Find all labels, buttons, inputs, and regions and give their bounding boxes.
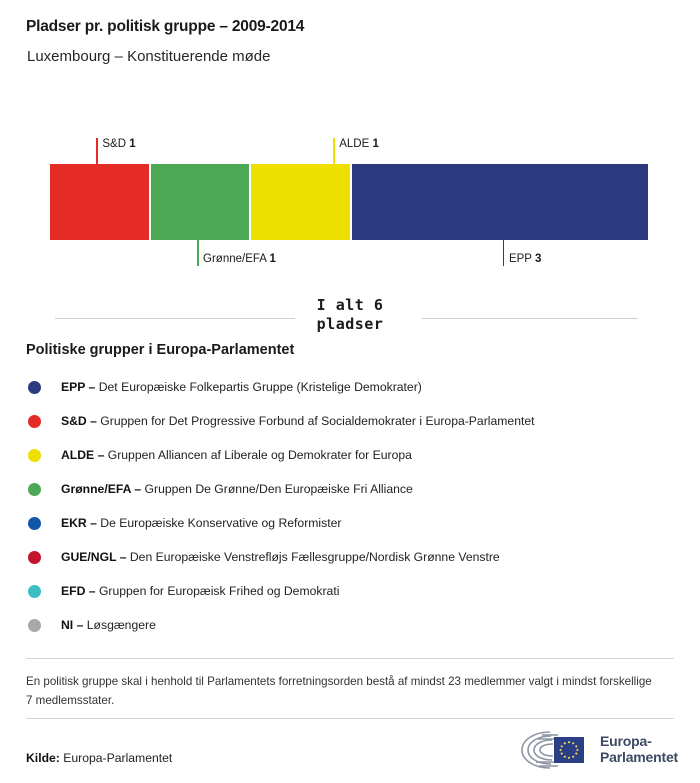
callout-seat-count: 1 [372, 138, 379, 150]
legend-item-description: Det Europæiske Folkepartis Gruppe (Krist… [98, 379, 422, 394]
bar-segment-gr-nne-efa[interactable] [150, 164, 250, 240]
europarl-logo: Europa- Parlamentet [520, 727, 678, 773]
legend-color-dot-icon [28, 516, 41, 530]
legend-color-dot-icon [28, 550, 41, 564]
callout-tick [333, 138, 335, 164]
page-subtitle: Luxembourg – Konstituerende møde [27, 48, 271, 65]
callout-tick [96, 138, 98, 164]
legend-item-label: EFD – Gruppen for Europæisk Frihed og De… [61, 584, 339, 599]
footer-divider [26, 718, 674, 719]
total-seats-line2: pladser [316, 315, 384, 333]
legend-item-description: Gruppen for Det Progressive Forbund af S… [100, 413, 535, 428]
europarl-logo-mark [520, 729, 592, 771]
legend-color-dot-icon [28, 584, 41, 598]
legend-item-abbr: ALDE – [61, 447, 108, 462]
legend-item-abbr: EKR – [61, 515, 101, 530]
legend-list: EPP – Det Europæiske Folkepartis Gruppe … [26, 370, 676, 642]
callout-tick [197, 240, 199, 266]
legend-color-dot-icon [28, 618, 41, 632]
legend-item-label: GUE/NGL – Den Europæiske Venstrefløjs Fæ… [61, 550, 500, 565]
europarl-emblem-icon [521, 731, 585, 769]
callout-seat-count: 1 [269, 252, 276, 265]
legend-item-epp[interactable]: EPP – Det Europæiske Folkepartis Gruppe … [26, 370, 676, 404]
callout-tick [502, 240, 505, 266]
legend-item-ni[interactable]: NI – Løsgængere [26, 608, 676, 642]
legend-item-label: S&D – Gruppen for Det Progressive Forbun… [61, 414, 535, 429]
legend-item-description: Løsgængere [86, 617, 156, 632]
legend-color-dot-icon [28, 482, 41, 496]
bar-segment-epp[interactable] [351, 164, 648, 240]
callout-label: ALDE 1 [339, 138, 379, 151]
footnote-text: En politisk gruppe skal i henhold til Pa… [26, 675, 652, 708]
europarl-logo-line1: Europa- [600, 733, 652, 750]
legend-item-description: Gruppen De Grønne/Den Europæiske Fri All… [144, 481, 413, 496]
footnote-divider-top [26, 658, 674, 659]
legend-color-dot-icon [28, 448, 41, 462]
legend-item-description: Den Europæiske Venstrefløjs Fællesgruppe… [129, 549, 500, 564]
legend-item-description: De Europæiske Konservative og Reformiste… [100, 515, 342, 530]
legend-item-grønneefa[interactable]: Grønne/EFA – Gruppen De Grønne/Den Europ… [26, 472, 676, 506]
callout-label: EPP 3 [508, 252, 542, 266]
legend-item-label: NI – Løsgængere [61, 618, 156, 633]
seats-stacked-bar-chart: S&D 1 Grønne/EFA 1 ALDE 1 EPP 3 [0, 125, 700, 270]
legend-item-label: ALDE – Gruppen Alliancen af Liberale og … [61, 448, 412, 463]
europarl-logo-line2: Parlamentet [600, 749, 678, 765]
callout-label: Grønne/EFA 1 [203, 252, 276, 266]
callout-group-name: S&D [102, 138, 130, 150]
legend-item-label: EKR – De Europæiske Konservative og Refo… [61, 516, 341, 531]
callout-seat-count: 3 [534, 252, 542, 265]
callout-group-name: Grønne/EFA [203, 252, 270, 265]
legend-item-ekr[interactable]: EKR – De Europæiske Konservative og Refo… [26, 506, 676, 540]
callout-seat-count: 1 [129, 138, 136, 150]
legend-item-label: Grønne/EFA – Gruppen De Grønne/Den Europ… [61, 482, 413, 497]
source-value: Europa-Parlamentet [63, 751, 173, 765]
legend-item-sd[interactable]: S&D – Gruppen for Det Progressive Forbun… [26, 404, 676, 438]
legend-item-abbr: S&D – [61, 413, 101, 428]
bar-track [50, 164, 648, 240]
source-label: Kilde: [26, 751, 60, 765]
legend-item-alde[interactable]: ALDE – Gruppen Alliancen af Liberale og … [26, 438, 676, 472]
total-seats-row: I alt 6 pladser [0, 296, 700, 338]
legend-item-abbr: EFD – [61, 583, 99, 598]
source-line: Kilde: Europa-Parlamentet [26, 751, 172, 765]
legend-item-efd[interactable]: EFD – Gruppen for Europæisk Frihed og De… [26, 574, 676, 608]
callout-group-name: ALDE [339, 138, 373, 150]
legend-item-abbr: EPP – [61, 379, 99, 394]
legend-color-dot-icon [28, 380, 41, 394]
page-title: Pladser pr. politisk gruppe – 2009-2014 [26, 18, 305, 35]
callout-label: S&D 1 [102, 138, 136, 151]
total-divider-left [55, 318, 295, 319]
total-divider-right [422, 318, 638, 319]
total-seats-text: I alt 6 pladser [0, 296, 700, 334]
legend-heading: Politiske grupper i Europa-Parlamentet [26, 342, 295, 358]
callout-group-name: EPP [508, 252, 535, 265]
bar-segment-s-d[interactable] [50, 164, 149, 240]
legend-item-label: EPP – Det Europæiske Folkepartis Gruppe … [61, 380, 422, 395]
legend-item-abbr: GUE/NGL – [61, 549, 130, 564]
total-seats-line1: I alt 6 [316, 296, 384, 314]
legend-item-guengl[interactable]: GUE/NGL – Den Europæiske Venstrefløjs Fæ… [26, 540, 676, 574]
legend-color-dot-icon [28, 414, 41, 428]
legend-item-description: Gruppen Alliancen af Liberale og Demokra… [107, 447, 412, 462]
legend-item-description: Gruppen for Europæisk Frihed og Demokrat… [98, 583, 340, 598]
bar-segment-alde[interactable] [251, 164, 350, 240]
legend-item-abbr: Grønne/EFA – [61, 481, 145, 496]
legend-item-abbr: NI – [61, 617, 87, 632]
europarl-logo-wordmark: Europa- Parlamentet [600, 734, 678, 765]
